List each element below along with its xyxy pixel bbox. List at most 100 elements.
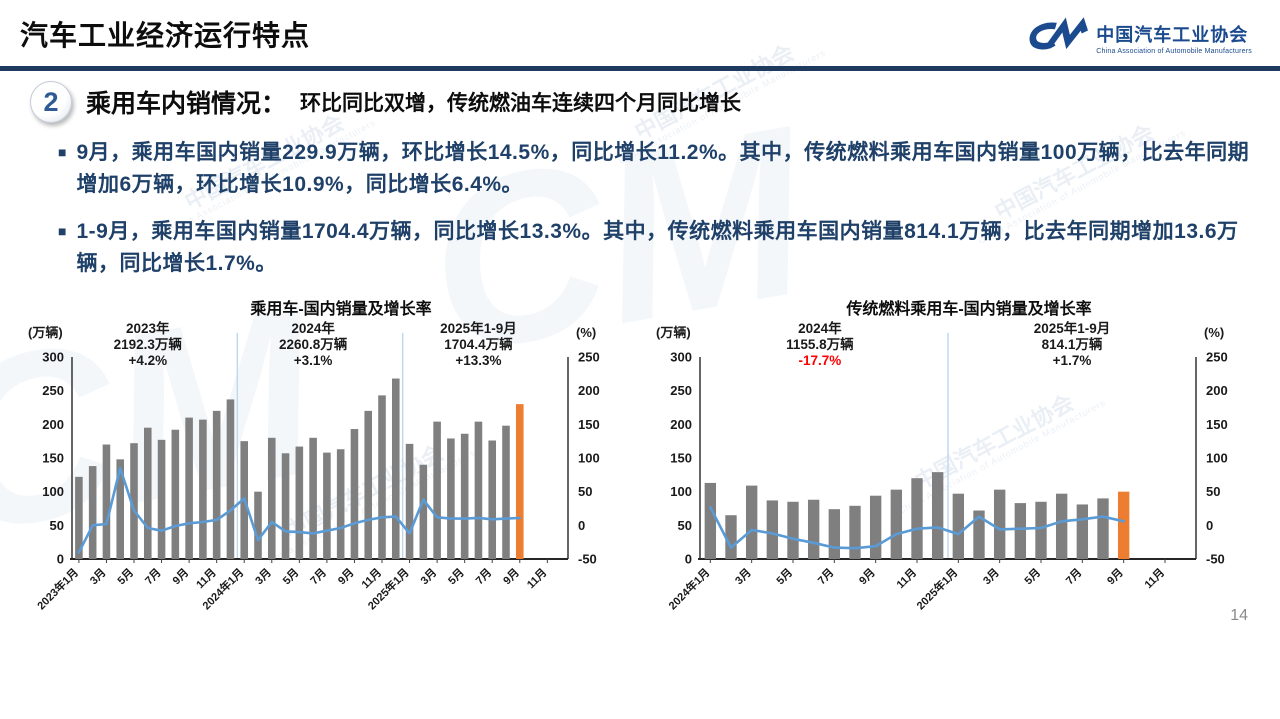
svg-text:50: 50 [1206, 484, 1220, 499]
svg-text:11月: 11月 [524, 566, 549, 591]
svg-text:0: 0 [1206, 518, 1213, 533]
bullet-item: ■ 9月，乘用车国内销量229.9万辆，环比增长14.5%，同比增长11.2%。… [58, 137, 1252, 200]
svg-text:2024年: 2024年 [291, 320, 335, 336]
svg-text:+1.7%: +1.7% [1053, 353, 1092, 368]
svg-text:3月: 3月 [253, 566, 274, 587]
svg-text:11月: 11月 [359, 566, 384, 591]
bullet-list: ■ 9月，乘用车国内销量229.9万辆，环比增长14.5%，同比增长11.2%。… [58, 137, 1252, 279]
svg-text:2025年1-9月: 2025年1-9月 [1034, 320, 1111, 336]
svg-text:0: 0 [57, 552, 64, 567]
svg-text:7月: 7月 [1063, 566, 1084, 587]
header-divider [0, 66, 1280, 71]
right-axis-unit: (%) [576, 325, 596, 340]
svg-text:50: 50 [678, 518, 692, 533]
svg-text:2024年: 2024年 [798, 320, 842, 336]
svg-text:100: 100 [1206, 451, 1228, 466]
svg-text:+13.3%: +13.3% [455, 353, 501, 368]
y-axis-ticks: 0 50 100 150 200 250 300 -50 0 50 100 150 200 250 [42, 350, 599, 567]
svg-text:11月: 11月 [1142, 566, 1167, 591]
svg-text:100: 100 [670, 484, 692, 499]
svg-text:200: 200 [1206, 383, 1228, 398]
svg-text:200: 200 [42, 417, 64, 432]
svg-text:2025年1月: 2025年1月 [913, 565, 960, 612]
caam-logo: 中国汽车工业协会 China Association of Automobile… [1028, 14, 1252, 61]
org-name-en: China Association of Automobile Manufact… [1096, 47, 1252, 55]
svg-text:9月: 9月 [335, 566, 356, 587]
svg-text:50: 50 [578, 484, 592, 499]
bar-series [704, 472, 1130, 559]
caam-logo-icon [1028, 14, 1090, 61]
svg-text:-50: -50 [1206, 552, 1225, 567]
svg-text:9月: 9月 [501, 566, 522, 587]
chart-svg: 0 50 100 150 200 250 300 -50 0 50 100 150 200 250 (万辆)… [28, 320, 600, 612]
svg-text:300: 300 [42, 350, 64, 365]
line-series [77, 466, 522, 554]
svg-text:2192.3万辆: 2192.3万辆 [114, 336, 183, 352]
bullet-item: ■ 1-9月，乘用车国内销量1704.4万辆，同比增长13.3%。其中，传统燃料… [58, 216, 1252, 279]
svg-text:2023年1月: 2023年1月 [34, 565, 81, 612]
svg-text:7月: 7月 [308, 566, 329, 587]
org-name-cn: 中国汽车工业协会 [1096, 24, 1249, 45]
bullet-square-icon: ■ [58, 223, 67, 239]
svg-text:1155.8万辆: 1155.8万辆 [786, 336, 854, 352]
svg-text:9月: 9月 [856, 566, 877, 587]
page-number: 14 [1230, 607, 1248, 624]
svg-text:5月: 5月 [115, 566, 136, 587]
svg-text:250: 250 [1206, 350, 1228, 365]
svg-text:7月: 7月 [142, 566, 163, 587]
section-number-badge: 2 [30, 81, 72, 123]
svg-text:5月: 5月 [1022, 566, 1043, 587]
svg-text:+4.2%: +4.2% [128, 353, 167, 368]
chart-svg: 0 50 100 150 200 250 300 -50 0 50 100 150 200 250 (万辆)… [656, 320, 1228, 612]
svg-text:2025年1-9月: 2025年1-9月 [440, 320, 517, 336]
bar-series [75, 378, 524, 559]
axes [698, 357, 1197, 560]
svg-text:100: 100 [42, 484, 64, 499]
section-heading-row: 2 乘用车内销情况： 环比同比双增，传统燃油车连续四个月同比增长 [30, 81, 1280, 123]
chart-title: 乘用车-国内销量及增长率 [250, 301, 432, 318]
svg-text:3月: 3月 [732, 566, 753, 587]
svg-text:3月: 3月 [418, 566, 439, 587]
left-axis-unit: (万辆) [656, 325, 691, 340]
chart-passenger-cars: 乘用车-国内销量及增长率 0 50 100 150 200 250 300 -50 0 50 100… [22, 295, 624, 643]
svg-text:2023年: 2023年 [126, 320, 170, 336]
svg-text:11月: 11月 [894, 566, 919, 591]
bullet-square-icon: ■ [58, 144, 67, 160]
svg-text:11月: 11月 [194, 566, 219, 591]
svg-text:7月: 7月 [815, 566, 836, 587]
page-title: 汽车工业经济运行特点 [20, 20, 311, 51]
left-axis-unit: (万辆) [28, 325, 63, 340]
svg-text:250: 250 [578, 350, 600, 365]
section-heading: 乘用车内销情况： [86, 90, 287, 118]
svg-text:+3.1%: +3.1% [294, 353, 333, 368]
bullet-text: 1-9月，乘用车国内销量1704.4万辆，同比增长13.3%。其中，传统燃料乘用… [76, 220, 1239, 275]
chart-canvas-passenger: 0 50 100 150 200 250 300 -50 0 50 100 150 200 250 (万辆)… [22, 319, 624, 643]
svg-text:5月: 5月 [774, 566, 795, 587]
svg-text:-50: -50 [578, 552, 597, 567]
section-subheading: 环比同比双增，传统燃油车连续四个月同比增长 [300, 92, 742, 115]
axes [70, 357, 569, 560]
svg-text:2024年1月: 2024年1月 [665, 565, 712, 612]
svg-text:0: 0 [578, 518, 585, 533]
svg-text:250: 250 [670, 383, 692, 398]
charts-row: 乘用车-国内销量及增长率 0 50 100 150 200 250 300 -50 0 50 100… [0, 295, 1280, 643]
right-axis-unit: (%) [1204, 325, 1224, 340]
year-separators [236, 333, 404, 559]
svg-text:5月: 5月 [280, 566, 301, 587]
svg-text:150: 150 [1206, 417, 1228, 432]
svg-text:814.1万辆: 814.1万辆 [1042, 336, 1103, 352]
svg-text:-17.7%: -17.7% [798, 353, 841, 368]
svg-text:100: 100 [578, 451, 600, 466]
chart-title: 传统燃料乘用车-国内销量及增长率 [846, 301, 1092, 318]
svg-text:150: 150 [42, 451, 64, 466]
svg-text:3月: 3月 [980, 566, 1001, 587]
svg-text:0: 0 [685, 552, 692, 567]
svg-text:150: 150 [578, 417, 600, 432]
svg-text:200: 200 [670, 417, 692, 432]
svg-text:50: 50 [50, 518, 64, 533]
svg-text:9月: 9月 [170, 566, 191, 587]
svg-text:9月: 9月 [1104, 566, 1125, 587]
